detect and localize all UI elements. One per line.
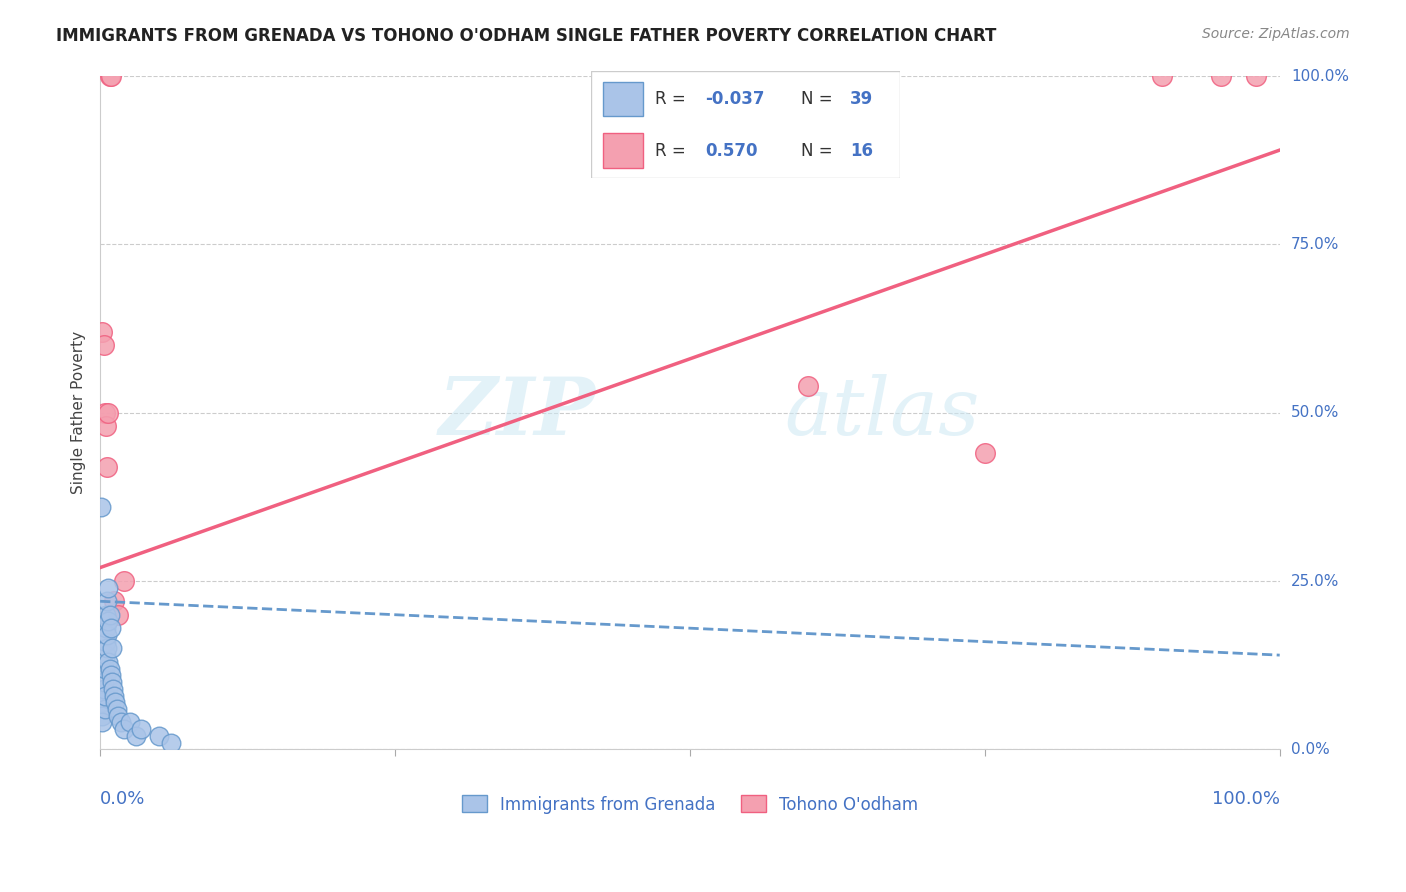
- Point: [94, 689, 117, 703]
- Bar: [603, 134, 643, 168]
- Point: [104, 695, 127, 709]
- Point: [1244, 69, 1267, 83]
- Point: [96, 641, 118, 656]
- Point: [110, 715, 132, 730]
- Point: [93, 681, 115, 696]
- Point: [107, 607, 129, 622]
- Point: [98, 69, 121, 83]
- Point: [160, 736, 183, 750]
- Point: [118, 715, 141, 730]
- Point: [91, 715, 114, 730]
- Point: [90, 702, 112, 716]
- Text: 0.570: 0.570: [704, 142, 758, 160]
- Point: [94, 648, 117, 662]
- Point: [93, 338, 115, 352]
- Point: [105, 702, 128, 716]
- Point: [94, 634, 117, 648]
- Point: [97, 581, 120, 595]
- Point: [94, 607, 117, 622]
- Text: IMMIGRANTS FROM GRENADA VS TOHONO O'ODHAM SINGLE FATHER POVERTY CORRELATION CHAR: IMMIGRANTS FROM GRENADA VS TOHONO O'ODHA…: [56, 27, 997, 45]
- Point: [112, 722, 135, 736]
- Point: [124, 729, 146, 743]
- Point: [91, 325, 114, 339]
- Point: [97, 655, 120, 669]
- Point: [94, 662, 117, 676]
- Point: [97, 615, 120, 629]
- Point: [101, 681, 124, 696]
- Text: 25.0%: 25.0%: [1291, 574, 1339, 589]
- Point: [103, 594, 125, 608]
- Point: [1209, 69, 1232, 83]
- Text: N =: N =: [801, 90, 838, 108]
- Point: [96, 459, 118, 474]
- Text: R =: R =: [655, 90, 692, 108]
- Point: [94, 419, 117, 434]
- Point: [112, 574, 135, 588]
- Point: [103, 689, 125, 703]
- Text: 0.0%: 0.0%: [1291, 742, 1330, 757]
- Text: 75.0%: 75.0%: [1291, 237, 1339, 252]
- Text: 39: 39: [851, 90, 873, 108]
- Point: [90, 500, 112, 514]
- Text: Source: ZipAtlas.com: Source: ZipAtlas.com: [1202, 27, 1350, 41]
- Bar: [603, 82, 643, 116]
- Point: [101, 641, 124, 656]
- Point: [94, 702, 117, 716]
- Y-axis label: Single Father Poverty: Single Father Poverty: [72, 331, 86, 494]
- Text: atlas: atlas: [785, 374, 980, 451]
- Point: [100, 621, 122, 635]
- Point: [96, 594, 118, 608]
- Text: -0.037: -0.037: [704, 90, 765, 108]
- Point: [91, 695, 114, 709]
- Point: [101, 675, 124, 690]
- FancyBboxPatch shape: [591, 71, 900, 178]
- Point: [97, 406, 120, 420]
- Text: 16: 16: [851, 142, 873, 160]
- Text: 100.0%: 100.0%: [1212, 789, 1279, 808]
- Point: [100, 668, 122, 682]
- Text: R =: R =: [655, 142, 692, 160]
- Text: 50.0%: 50.0%: [1291, 405, 1339, 420]
- Legend: Immigrants from Grenada, Tohono O'odham: Immigrants from Grenada, Tohono O'odham: [454, 787, 927, 822]
- Point: [96, 628, 118, 642]
- Point: [131, 722, 153, 736]
- Point: [797, 378, 820, 392]
- Point: [94, 406, 117, 420]
- Point: [1150, 69, 1173, 83]
- Text: ZIP: ZIP: [439, 374, 596, 451]
- Point: [973, 446, 995, 460]
- Point: [91, 708, 114, 723]
- Text: 100.0%: 100.0%: [1291, 69, 1348, 84]
- Point: [148, 729, 170, 743]
- Point: [107, 708, 129, 723]
- Text: N =: N =: [801, 142, 838, 160]
- Point: [93, 675, 115, 690]
- Point: [100, 69, 122, 83]
- Point: [94, 621, 117, 635]
- Text: 0.0%: 0.0%: [100, 789, 145, 808]
- Point: [98, 607, 121, 622]
- Point: [93, 689, 115, 703]
- Point: [98, 662, 121, 676]
